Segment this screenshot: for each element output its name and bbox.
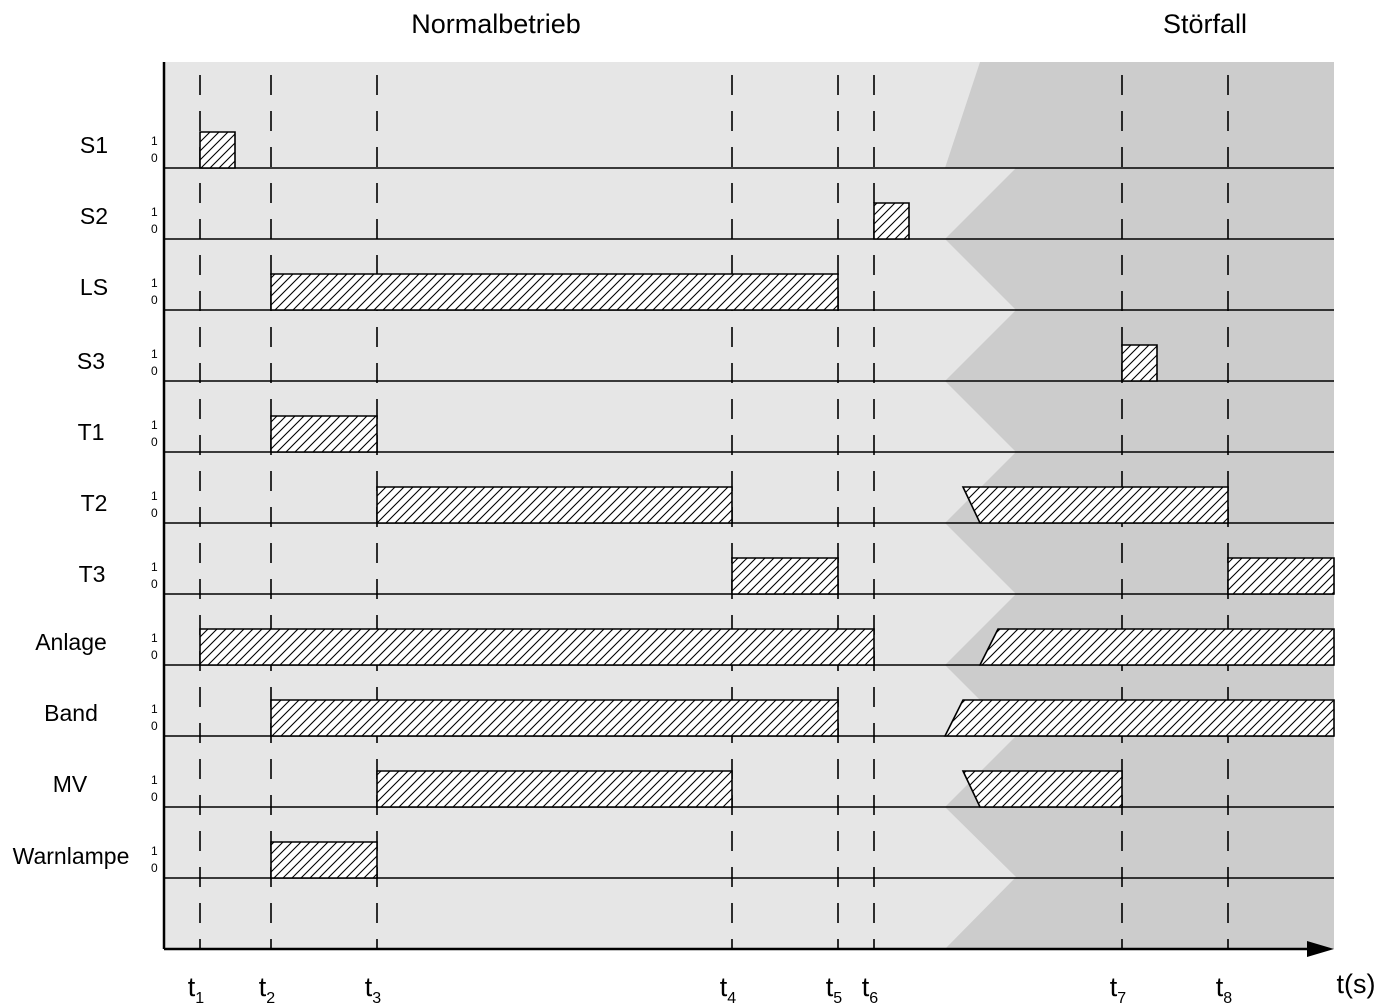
label-band: Band xyxy=(44,700,98,726)
time-label-t5-sub: 5 xyxy=(833,990,842,1007)
pulse-band-normal xyxy=(270,699,839,737)
time-label-t3: t3 xyxy=(365,972,382,1007)
pulse-s3 xyxy=(1121,344,1158,382)
level-high-band: 1 xyxy=(151,702,158,716)
level-high-s1: 1 xyxy=(151,134,158,148)
level-low-anlage: 0 xyxy=(151,648,158,662)
label-t3: T3 xyxy=(79,561,106,587)
label-ls: LS xyxy=(80,274,108,300)
time-label-t1-sub: 1 xyxy=(195,990,204,1007)
time-label-t2-sub: 2 xyxy=(266,990,275,1007)
level-low-mv: 0 xyxy=(151,790,158,804)
time-label-t1-main: t xyxy=(188,972,196,1002)
level-high-warnlampe: 1 xyxy=(151,844,158,858)
pulse-t2-fault xyxy=(961,486,1229,524)
label-anlage: Anlage xyxy=(35,629,107,655)
label-t2: T2 xyxy=(81,490,108,516)
time-label-t3-sub: 3 xyxy=(372,990,381,1007)
time-label-t8-main: t xyxy=(1216,972,1224,1002)
level-high-t1: 1 xyxy=(151,418,158,432)
pulse-s1 xyxy=(199,131,236,169)
level-high-t3: 1 xyxy=(151,560,158,574)
level-low-s3: 0 xyxy=(151,364,158,378)
pulse-t2-normal xyxy=(376,486,733,524)
time-label-t6-sub: 6 xyxy=(869,990,878,1007)
time-label-t5-main: t xyxy=(826,972,834,1002)
label-s1: S1 xyxy=(80,132,108,158)
time-label-t4: t4 xyxy=(720,972,737,1007)
time-label-t7: t7 xyxy=(1110,972,1127,1007)
level-low-warnlampe: 0 xyxy=(151,861,158,875)
pulse-anlage-fault xyxy=(978,628,1335,666)
time-label-t2-main: t xyxy=(259,972,267,1002)
level-high-s3: 1 xyxy=(151,347,158,361)
level-low-ls: 0 xyxy=(151,293,158,307)
label-t1: T1 xyxy=(78,419,105,445)
time-labels: t1 t2 t3 t4 t5 t6 t7 t8 xyxy=(188,972,1233,1007)
pulse-t1 xyxy=(270,415,378,453)
level-high-ls: 1 xyxy=(151,276,158,290)
time-label-t5: t5 xyxy=(826,972,843,1007)
x-axis-arrowhead xyxy=(1307,941,1334,957)
level-high-mv: 1 xyxy=(151,773,158,787)
level-markers: 1 0 1 0 1 0 1 0 1 0 1 0 1 0 1 0 1 0 1 0 … xyxy=(151,134,158,875)
x-axis-unit-label: t(s) xyxy=(1337,969,1376,999)
time-label-t6-main: t xyxy=(862,972,870,1002)
pulse-mv-normal xyxy=(376,770,733,808)
level-low-s1: 0 xyxy=(151,151,158,165)
time-label-t8: t8 xyxy=(1216,972,1233,1007)
time-label-t7-main: t xyxy=(1110,972,1118,1002)
level-high-s2: 1 xyxy=(151,205,158,219)
level-low-t1: 0 xyxy=(151,435,158,449)
label-warnlampe: Warnlampe xyxy=(13,843,130,869)
pulse-warnlampe xyxy=(270,841,378,879)
label-s2: S2 xyxy=(80,203,108,229)
section-title-fault: Störfall xyxy=(1163,9,1247,39)
pulse-mv-fault xyxy=(961,770,1123,808)
signal-pulses xyxy=(199,131,1335,879)
section-title-normal: Normalbetrieb xyxy=(411,9,581,39)
time-label-t2: t2 xyxy=(259,972,276,1007)
level-low-t2: 0 xyxy=(151,506,158,520)
time-label-t3-main: t xyxy=(365,972,373,1002)
pulse-anlage-normal xyxy=(199,628,875,666)
level-high-anlage: 1 xyxy=(151,631,158,645)
pulse-band-fault xyxy=(943,699,1335,737)
signal-labels: S1 S2 LS S3 T1 T2 T3 Anlage Band MV Warn… xyxy=(13,132,130,869)
level-low-t3: 0 xyxy=(151,577,158,591)
level-low-s2: 0 xyxy=(151,222,158,236)
time-label-t4-sub: 4 xyxy=(727,990,736,1007)
level-low-band: 0 xyxy=(151,719,158,733)
time-label-t7-sub: 7 xyxy=(1117,990,1126,1007)
pulse-ls xyxy=(270,273,839,311)
level-high-t2: 1 xyxy=(151,489,158,503)
time-label-t1: t1 xyxy=(188,972,205,1007)
time-label-t4-main: t xyxy=(720,972,728,1002)
pulse-s2 xyxy=(873,202,910,240)
pulse-t3-normal xyxy=(731,557,839,595)
pulse-t3-fault xyxy=(1227,557,1335,595)
time-label-t8-sub: 8 xyxy=(1223,990,1232,1007)
label-mv: MV xyxy=(53,771,88,797)
label-s3: S3 xyxy=(77,348,105,374)
time-label-t6: t6 xyxy=(862,972,879,1007)
